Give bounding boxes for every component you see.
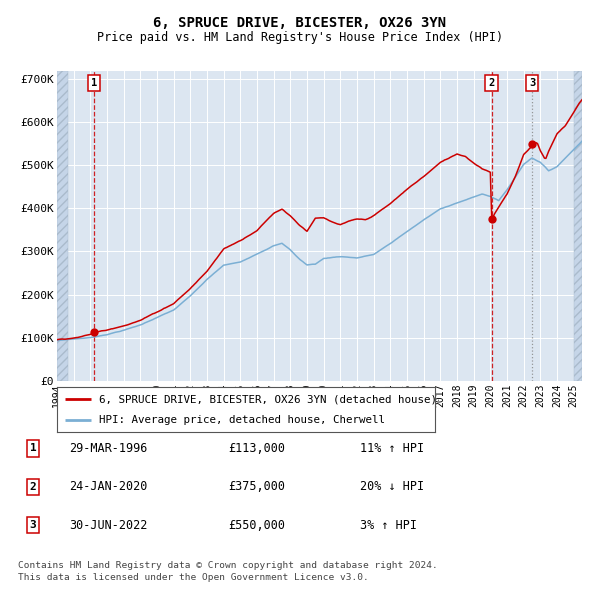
Text: 20% ↓ HPI: 20% ↓ HPI <box>360 480 424 493</box>
Text: Price paid vs. HM Land Registry's House Price Index (HPI): Price paid vs. HM Land Registry's House … <box>97 31 503 44</box>
Text: 3% ↑ HPI: 3% ↑ HPI <box>360 519 417 532</box>
Text: 29-MAR-1996: 29-MAR-1996 <box>69 442 148 455</box>
Text: £375,000: £375,000 <box>228 480 285 493</box>
Text: 30-JUN-2022: 30-JUN-2022 <box>69 519 148 532</box>
Text: 3: 3 <box>529 78 535 88</box>
Text: This data is licensed under the Open Government Licence v3.0.: This data is licensed under the Open Gov… <box>18 572 369 582</box>
Text: HPI: Average price, detached house, Cherwell: HPI: Average price, detached house, Cher… <box>98 415 385 425</box>
Text: 2: 2 <box>29 482 37 491</box>
Text: 2: 2 <box>488 78 494 88</box>
Text: Contains HM Land Registry data © Crown copyright and database right 2024.: Contains HM Land Registry data © Crown c… <box>18 560 438 570</box>
Text: 24-JAN-2020: 24-JAN-2020 <box>69 480 148 493</box>
Text: 3: 3 <box>29 520 37 530</box>
Text: £113,000: £113,000 <box>228 442 285 455</box>
Text: 1: 1 <box>29 444 37 453</box>
Text: 6, SPRUCE DRIVE, BICESTER, OX26 3YN: 6, SPRUCE DRIVE, BICESTER, OX26 3YN <box>154 16 446 30</box>
Text: 11% ↑ HPI: 11% ↑ HPI <box>360 442 424 455</box>
Text: 6, SPRUCE DRIVE, BICESTER, OX26 3YN (detached house): 6, SPRUCE DRIVE, BICESTER, OX26 3YN (det… <box>98 394 437 404</box>
Text: 1: 1 <box>91 78 97 88</box>
Text: £550,000: £550,000 <box>228 519 285 532</box>
